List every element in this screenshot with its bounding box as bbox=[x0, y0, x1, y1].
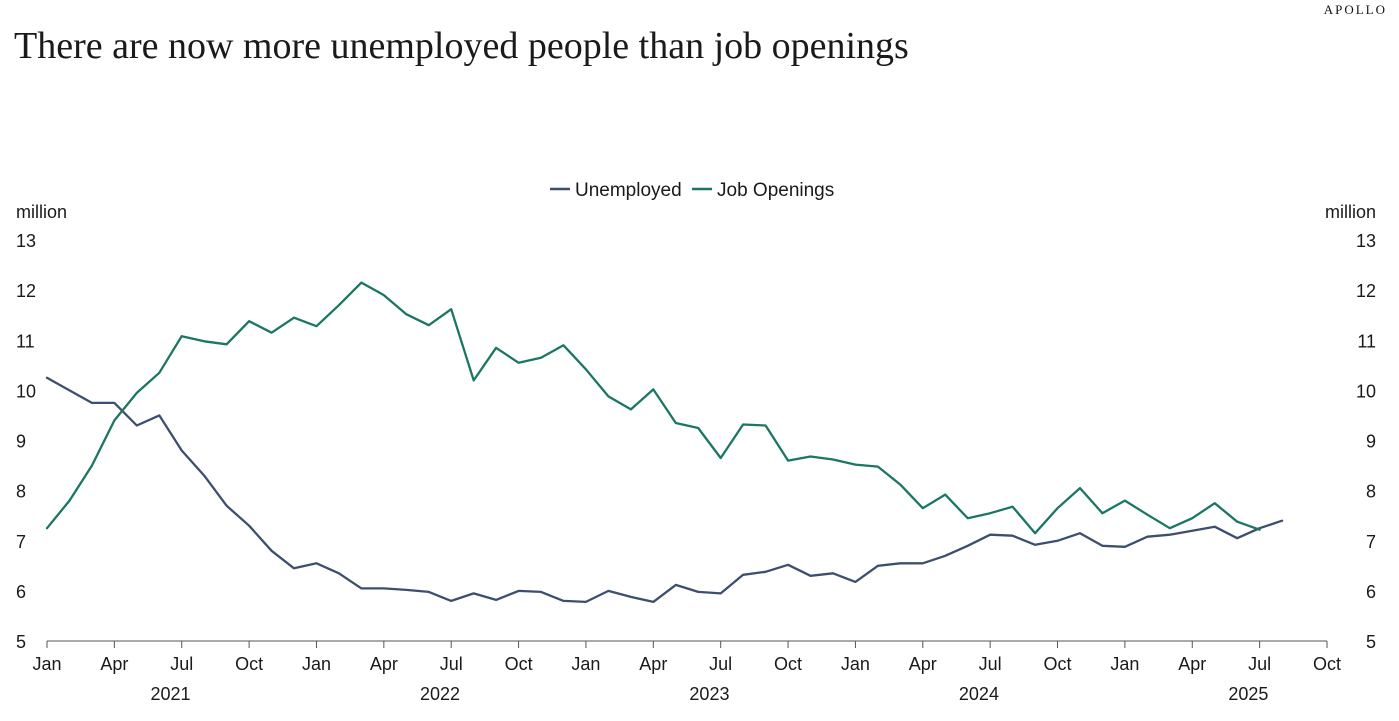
brand-logo-text: APOLLO bbox=[1323, 2, 1387, 17]
y-tick-label-right: 9 bbox=[1366, 432, 1376, 452]
y-axis-left: 5 6 7 8 9 10 11 12 13 bbox=[16, 231, 36, 652]
y-tick-label-right: 11 bbox=[1357, 331, 1376, 351]
x-year-label: 2025 bbox=[1228, 684, 1268, 704]
x-year-label: 2023 bbox=[689, 684, 729, 704]
x-tick-label: Jan bbox=[571, 654, 600, 674]
x-tick-label: Jul bbox=[979, 654, 1002, 674]
x-tick-label: Jul bbox=[170, 654, 193, 674]
series-lines bbox=[45, 281, 1284, 604]
x-tick-label: Oct bbox=[1313, 654, 1341, 674]
x-tick-label: Oct bbox=[774, 654, 802, 674]
chart-title: There are now more unemployed people tha… bbox=[14, 25, 909, 67]
y-tick-label-left: 12 bbox=[16, 281, 36, 301]
x-tick-label: Jan bbox=[302, 654, 331, 674]
x-tick-label: Jul bbox=[709, 654, 732, 674]
series-line-unemployed bbox=[45, 376, 1284, 604]
x-year-label: 2024 bbox=[959, 684, 999, 704]
y-tick-label-right: 7 bbox=[1366, 532, 1376, 552]
y-tick-label-right: 6 bbox=[1366, 582, 1376, 602]
x-tick-label: Oct bbox=[235, 654, 263, 674]
series-line-job-openings bbox=[45, 281, 1261, 535]
y-tick-label-left: 13 bbox=[16, 231, 36, 251]
y-tick-label-left: 10 bbox=[16, 381, 36, 401]
y-tick-label-left: 8 bbox=[16, 482, 26, 502]
x-tick-label: Apr bbox=[1178, 654, 1206, 674]
legend-label-job-openings: Job Openings bbox=[717, 180, 834, 201]
y-tick-label-right: 13 bbox=[1356, 231, 1376, 251]
x-tick-label: Jan bbox=[841, 654, 870, 674]
x-tick-label: Jul bbox=[440, 654, 463, 674]
y-tick-label-left: 7 bbox=[16, 532, 26, 552]
y-tick-label-right: 10 bbox=[1356, 381, 1376, 401]
x-tick-label: Jan bbox=[1110, 654, 1139, 674]
y-tick-label-right: 12 bbox=[1356, 281, 1376, 301]
x-tick-label: Apr bbox=[100, 654, 128, 674]
x-tick-label: Apr bbox=[639, 654, 667, 674]
x-year-label: 2022 bbox=[420, 684, 460, 704]
x-year-label: 2021 bbox=[150, 684, 190, 704]
x-axis: Jan Apr Jul Oct Jan Apr Jul Oct Jan Apr Jul Oct Jan A… bbox=[32, 640, 1341, 704]
x-tick-label: Oct bbox=[505, 654, 533, 674]
x-tick-label: Oct bbox=[1044, 654, 1072, 674]
y-axis-label-left: million bbox=[16, 202, 67, 222]
x-tick-label: Jul bbox=[1248, 654, 1271, 674]
legend: Unemployed Job Openings bbox=[550, 180, 834, 201]
x-tick-label: Apr bbox=[909, 654, 937, 674]
y-tick-label-left: 9 bbox=[16, 432, 26, 452]
y-tick-label-right: 5 bbox=[1366, 632, 1376, 652]
y-axis-right: 5 6 7 8 9 10 11 12 13 bbox=[1356, 231, 1376, 652]
y-axis-label-right: million bbox=[1325, 202, 1376, 222]
y-tick-label-left: 5 bbox=[16, 632, 26, 652]
y-tick-label-right: 8 bbox=[1366, 482, 1376, 502]
y-tick-label-left: 11 bbox=[16, 331, 35, 351]
x-tick-label: Apr bbox=[370, 654, 398, 674]
x-tick-label: Jan bbox=[32, 654, 61, 674]
legend-label-unemployed: Unemployed bbox=[575, 180, 682, 201]
y-tick-label-left: 6 bbox=[16, 582, 26, 602]
